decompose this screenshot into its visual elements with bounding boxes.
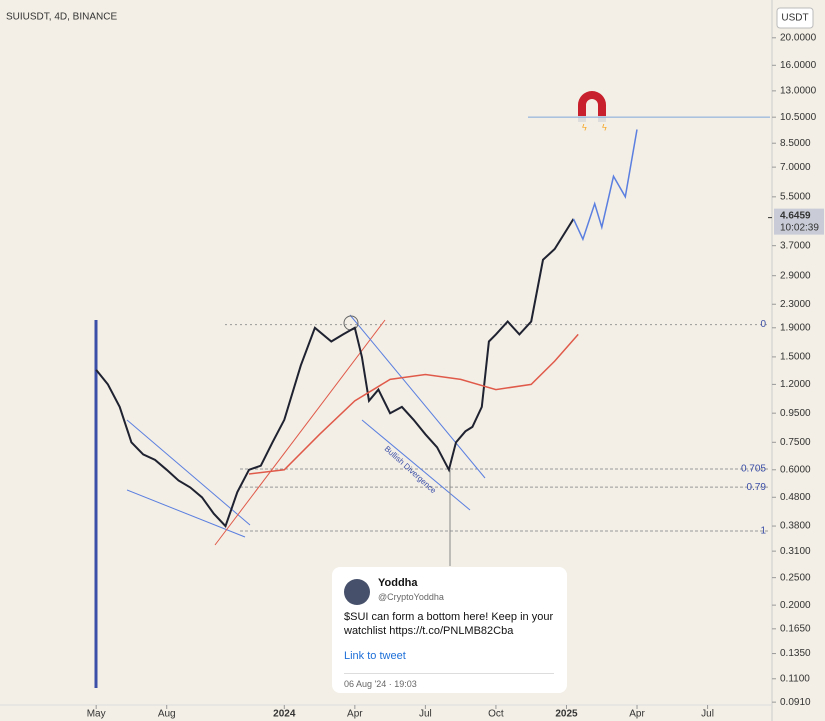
symbol-title: SUIUSDT, 4D, BINANCE: [6, 12, 117, 23]
y-tick-label: 0.2000: [780, 600, 811, 611]
tweet-handle: @CryptoYoddha: [378, 592, 444, 602]
fib-label: 0.705: [741, 464, 766, 475]
y-tick-label: 3.7000: [780, 240, 811, 251]
tweet-author: Yoddha: [378, 577, 418, 589]
y-tick-label: 8.5000: [780, 138, 811, 149]
currency[interactable]: USDT: [781, 13, 808, 24]
x-tick-label: May: [87, 709, 106, 720]
price-line: [248, 333, 579, 475]
y-tick-label: 20.0000: [780, 32, 817, 43]
x-tick-label: Apr: [629, 709, 645, 720]
price-badge: [774, 208, 824, 235]
x-tick-label: 2024: [273, 709, 296, 720]
y-tick-label: 1.5000: [780, 352, 811, 363]
x-tick-label: Oct: [488, 709, 504, 720]
y-tick-label: 0.3100: [780, 546, 811, 557]
last-price: 4.6459: [780, 210, 811, 221]
y-tick-label: 0.1350: [780, 648, 811, 659]
tweet-card: Yoddha @CryptoYoddha $SUI can form a bot…: [332, 567, 567, 693]
y-tick-label: 7.0000: [780, 162, 811, 173]
trendline: [349, 314, 486, 479]
currency-box: [776, 7, 814, 29]
y-tick-label: 0.4800: [780, 492, 811, 503]
fib-label: 1: [760, 526, 766, 537]
y-tick-label: 5.5000: [780, 191, 811, 202]
trendline: [361, 419, 471, 511]
trendline: [214, 319, 386, 546]
avatar: [344, 579, 370, 605]
tweet-date: 06 Aug '24 · 19:03: [344, 673, 554, 689]
y-tick-label: 16.0000: [780, 60, 817, 71]
y-tick-label: 1.9000: [780, 322, 811, 333]
fib-label: 0: [760, 319, 766, 330]
trendline: [126, 489, 246, 538]
x-tick-label: Jul: [419, 709, 432, 720]
countdown: 10:02:39: [780, 222, 819, 233]
y-tick-label: 10.5000: [780, 112, 817, 123]
y-tick-label: 2.9000: [780, 270, 811, 281]
x-tick-label: Jul: [701, 709, 714, 720]
y-tick-label: 0.6000: [780, 464, 811, 475]
y-tick-label: 0.7500: [780, 437, 811, 448]
price-line: [95, 218, 575, 528]
y-tick-label: 0.3800: [780, 521, 811, 532]
y-tick-label: 0.9500: [780, 408, 811, 419]
fib-label: 0.79: [747, 482, 767, 493]
svg-text:ϟ: ϟ: [602, 122, 607, 132]
price-line: [572, 129, 638, 242]
tweet-text: $SUI can form a bottom here! Keep in you…: [344, 611, 554, 637]
y-tick-label: 13.0000: [780, 86, 817, 97]
y-tick-label: 0.1100: [780, 673, 810, 684]
y-tick-label: 1.2000: [780, 379, 811, 390]
x-tick-label: 2025: [555, 709, 578, 720]
y-tick-label: 2.3000: [780, 299, 811, 310]
y-tick-label: 0.0910: [780, 697, 811, 708]
tweet-link[interactable]: Link to tweet: [344, 650, 406, 662]
x-tick-label: Apr: [347, 709, 363, 720]
x-tick-label: Aug: [158, 709, 176, 720]
trendline: [126, 419, 251, 526]
svg-text:ϟ: ϟ: [582, 122, 587, 132]
y-tick-label: 0.2500: [780, 572, 811, 583]
y-tick-label: 0.1650: [780, 623, 811, 634]
